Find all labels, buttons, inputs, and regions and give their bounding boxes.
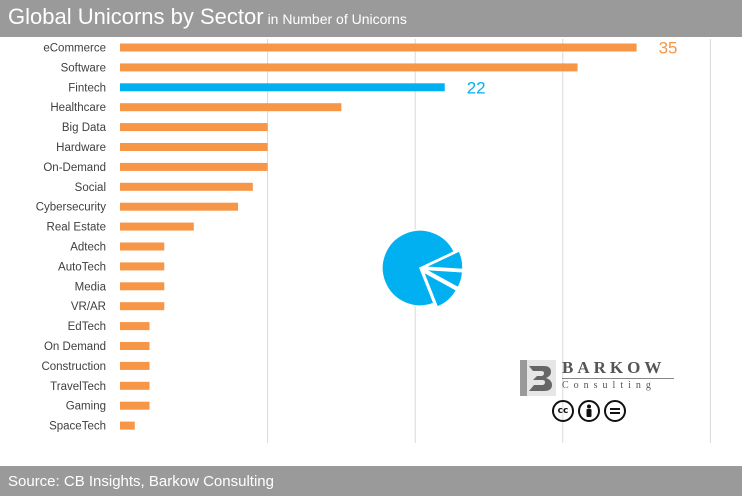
cc-icon: cc bbox=[552, 400, 574, 422]
bar bbox=[120, 123, 268, 132]
pie-slice bbox=[424, 249, 464, 271]
bar bbox=[120, 262, 165, 271]
bar bbox=[120, 43, 637, 52]
bar bbox=[120, 103, 342, 112]
bar bbox=[120, 361, 150, 370]
bar bbox=[120, 342, 150, 350]
logo-subtitle: Consulting bbox=[562, 380, 656, 391]
category-label: On Demand bbox=[44, 341, 106, 353]
pie-slice bbox=[424, 268, 464, 289]
bar bbox=[120, 143, 268, 151]
category-label: Adtech bbox=[70, 242, 106, 254]
person-icon bbox=[578, 400, 600, 422]
category-label: SpaceTech bbox=[49, 421, 106, 433]
category-label: VR/AR bbox=[71, 301, 106, 313]
category-label: Hardware bbox=[56, 142, 106, 154]
category-label: Gaming bbox=[66, 401, 106, 413]
data-label: 22 bbox=[467, 78, 486, 97]
bar bbox=[120, 182, 253, 191]
source-note: Source: CB Insights, Barkow Consulting bbox=[8, 473, 274, 490]
bar bbox=[120, 282, 165, 291]
category-label: Social bbox=[75, 182, 106, 194]
category-label: AutoTech bbox=[58, 261, 106, 273]
bar bbox=[120, 162, 268, 171]
bar bbox=[120, 83, 445, 92]
category-label: Construction bbox=[41, 361, 106, 373]
chart-title: Global Unicorns by Sector in Number of Un… bbox=[8, 4, 407, 30]
equals-icon bbox=[604, 400, 626, 422]
bar bbox=[120, 242, 165, 251]
bar bbox=[120, 421, 135, 430]
barkow-logo: BARKOW Consulting cc bbox=[518, 358, 678, 428]
category-label: Healthcare bbox=[50, 102, 106, 114]
category-label: TravelTech bbox=[50, 381, 106, 393]
data-label: 35 bbox=[659, 39, 678, 58]
bar bbox=[120, 222, 194, 231]
category-label: Big Data bbox=[62, 122, 107, 134]
pie-slice bbox=[421, 270, 458, 309]
bar bbox=[120, 322, 150, 331]
barkow-logo-icon bbox=[520, 360, 556, 396]
category-label: Software bbox=[61, 62, 106, 74]
category-label: Fintech bbox=[68, 82, 106, 94]
category-label: On-Demand bbox=[43, 162, 106, 174]
category-label: EdTech bbox=[68, 321, 106, 333]
logo-divider bbox=[562, 378, 674, 379]
title-text: Global Unicorns by Sector bbox=[8, 4, 264, 29]
bar bbox=[120, 302, 165, 311]
bar-chart: eCommerce Software Fintech Healthcare Big Da… bbox=[36, 39, 711, 443]
category-label: eCommerce bbox=[43, 43, 106, 55]
bar bbox=[120, 202, 239, 211]
pie-slice bbox=[381, 229, 456, 307]
category-label: Media bbox=[75, 281, 107, 293]
inset-pie-chart bbox=[381, 229, 464, 309]
chart-subtitle: in Number of Unicorns bbox=[267, 11, 407, 27]
category-label: Cybersecurity bbox=[36, 202, 107, 214]
bar bbox=[120, 381, 150, 390]
license-badges: cc bbox=[552, 400, 626, 422]
logo-wordmark: BARKOW bbox=[562, 358, 666, 377]
category-label: Real Estate bbox=[47, 222, 106, 234]
footer-bar: Source: CB Insights, Barkow Consulting bbox=[0, 466, 742, 496]
header-bar: Global Unicorns by Sector in Number of Un… bbox=[0, 0, 742, 37]
bar bbox=[120, 63, 578, 72]
bar bbox=[120, 401, 150, 410]
